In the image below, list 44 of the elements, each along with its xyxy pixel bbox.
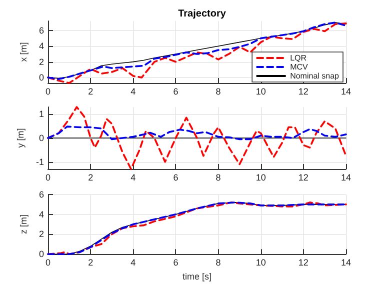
x-tick-label: 12 [298, 172, 308, 182]
y-tick-label: 4 [38, 209, 44, 220]
chart-title: Trajectory [178, 8, 226, 20]
x-tick-label: 10 [256, 258, 266, 268]
y-axis-title: z [m] [18, 214, 29, 234]
y-axis-title: y [m] [16, 128, 26, 148]
y-tick-label: 2 [38, 229, 44, 240]
legend-label: LQR [290, 54, 307, 62]
x-tick-label: 0 [45, 258, 51, 268]
x-tick-label: 4 [130, 86, 136, 96]
y-tick-label: 4 [38, 41, 44, 52]
legend-label: Nominal snap [290, 72, 340, 80]
x-tick-label: 14 [340, 258, 352, 268]
y-tick-label: 0 [38, 133, 44, 143]
y-tick-label: 0 [38, 249, 44, 260]
x-tick-label: 2 [88, 258, 94, 268]
x-tick-label: 0 [45, 86, 51, 96]
x-tick-label: 4 [130, 258, 136, 268]
y-tick-label: -1 [36, 156, 44, 167]
x-tick-label: 2 [88, 172, 94, 182]
x-tick-label: 12 [298, 86, 308, 96]
x-tick-label: 10 [256, 86, 266, 96]
legend-label: MCV [290, 62, 309, 72]
y-tick-label: 0 [38, 72, 44, 83]
x-tick-label: 0 [45, 172, 51, 182]
x-tick-label: 10 [256, 172, 266, 182]
x-tick-label: 6 [173, 86, 178, 96]
x-axis-title: time [s] [182, 272, 212, 282]
y-tick-label: 1 [38, 109, 44, 120]
x-tick-label: 12 [298, 258, 308, 268]
y-axis-title: x [m] [18, 42, 29, 62]
x-tick-label: 14 [340, 86, 352, 96]
x-tick-label: 6 [173, 258, 178, 268]
line-series [47, 126, 347, 140]
y-tick-label: 6 [38, 25, 44, 36]
x-tick-label: 8 [216, 172, 221, 182]
x-tick-label: 6 [173, 172, 178, 182]
x-tick-label: 2 [88, 86, 94, 96]
y-tick-label: 6 [38, 190, 44, 200]
x-tick-label: 14 [340, 172, 352, 182]
x-tick-label: 4 [130, 172, 136, 182]
x-tick-label: 8 [216, 258, 221, 268]
y-tick-label: 2 [38, 56, 44, 67]
x-tick-label: 8 [216, 86, 221, 96]
